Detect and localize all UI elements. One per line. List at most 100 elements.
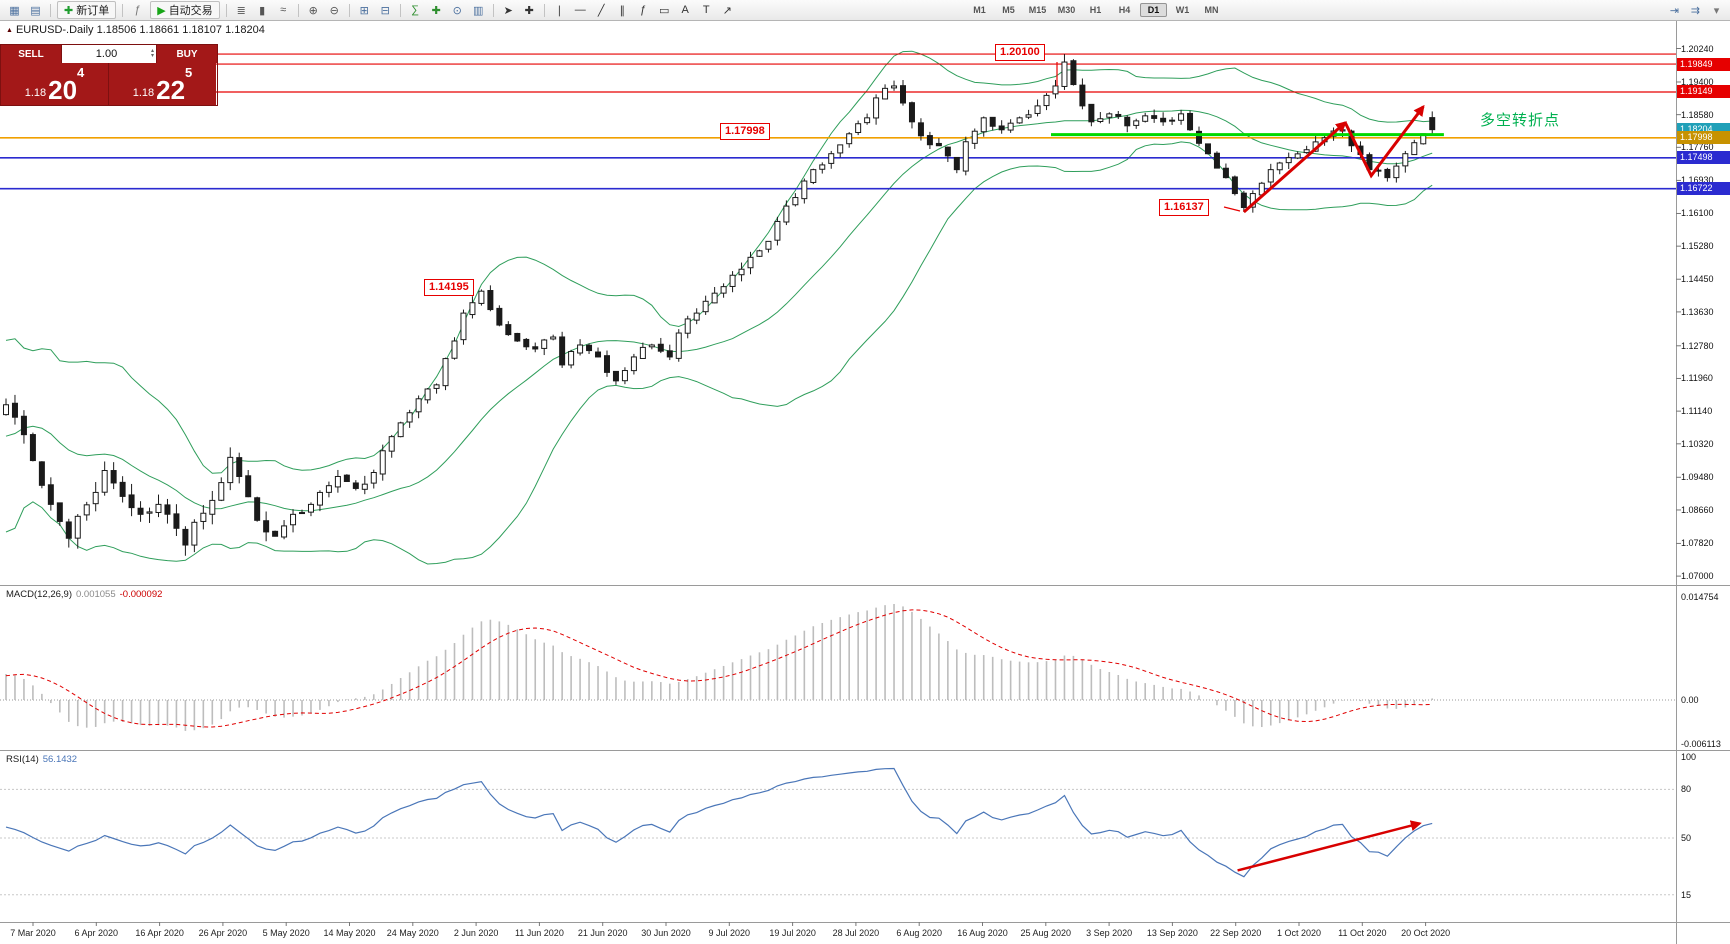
timeframe-m5[interactable]: M5 xyxy=(1002,5,1015,15)
timeframe-d1[interactable]: D1 xyxy=(1140,3,1167,17)
date-label: 14 May 2020 xyxy=(323,928,376,938)
zoom-in-icon[interactable]: ⊕ xyxy=(304,1,323,19)
date-label: 7 Mar 2020 xyxy=(10,928,56,938)
timeframe-w1[interactable]: W1 xyxy=(1175,5,1190,15)
date-label: 1 Oct 2020 xyxy=(1276,928,1322,938)
spinner-down-icon[interactable]: ▾ xyxy=(150,53,154,59)
price-tick: 1.15280 xyxy=(1681,241,1714,252)
chart-profiles-icon[interactable]: ▤ xyxy=(26,1,45,19)
price-axis[interactable] xyxy=(1676,20,1730,586)
macd-axis-label: 0.00 xyxy=(1681,695,1699,705)
date-label: 16 Apr 2020 xyxy=(135,928,184,938)
hline-layer xyxy=(0,53,1676,190)
bar-chart-icon-glyph: ≣ xyxy=(236,4,246,17)
price-tick: 1.20240 xyxy=(1681,43,1714,54)
bar-chart-icon[interactable]: ≣ xyxy=(232,1,251,19)
channel-icon[interactable]: ∥ xyxy=(613,1,632,19)
channel-icon-glyph: ∥ xyxy=(619,4,625,17)
date-label: 24 May 2020 xyxy=(386,928,439,938)
indicators-icon[interactable]: ∑ xyxy=(406,1,425,19)
price-annotation: 1.20100 xyxy=(995,44,1045,61)
sell-price-big: 20 xyxy=(48,75,78,106)
timeframe-mn[interactable]: MN xyxy=(1204,5,1219,15)
horizontal-line-icon[interactable]: ― xyxy=(571,1,590,19)
price-tick: 1.17760 xyxy=(1681,142,1714,153)
price-tick: 1.08660 xyxy=(1681,504,1714,515)
volume-spinner[interactable]: ▴ ▾ xyxy=(150,48,156,59)
rsi-indicator-name: RSI(14) xyxy=(6,754,39,765)
cursor-icon[interactable]: ➤ xyxy=(499,1,518,19)
price-tick: 1.16930 xyxy=(1681,175,1714,186)
crosshair-icon[interactable]: ✚ xyxy=(520,1,539,19)
sell-button[interactable]: SELL xyxy=(1,45,61,63)
macd-indicator-name: MACD(12,26,9) xyxy=(6,589,72,600)
arrange-windows-icon[interactable]: ⊟ xyxy=(376,1,395,19)
trendline-icon[interactable]: ╱ xyxy=(592,1,611,19)
expert-advisors-icon[interactable]: ƒ xyxy=(128,1,147,19)
buy-price-button[interactable]: 1.18 22 5 xyxy=(109,63,216,105)
macd-signal-value: -0.000092 xyxy=(119,589,163,600)
rsi-value: 56.1432 xyxy=(42,754,78,765)
macd-title: MACD(12,26,9) 0.001055 -0.000092 xyxy=(6,589,162,600)
line-chart-icon[interactable]: ≈ xyxy=(274,1,293,19)
arrows-tool-icon[interactable]: ↗ xyxy=(718,1,737,19)
chart-profiles-icon-glyph: ▤ xyxy=(30,4,41,17)
label-icon[interactable]: T xyxy=(697,1,716,19)
new-order-button[interactable]: ✚ 新订单 xyxy=(57,1,117,19)
candlestick-chart-icon[interactable]: ▮ xyxy=(253,1,272,19)
timeframe-m1[interactable]: M1 xyxy=(973,5,986,15)
new-chart-icon[interactable]: ▦ xyxy=(5,1,24,19)
toolbar-separator xyxy=(492,3,494,17)
date-label: 6 Apr 2020 xyxy=(74,928,119,938)
price-tick: 1.16100 xyxy=(1681,208,1714,219)
timeframe-h1[interactable]: H1 xyxy=(1089,5,1102,15)
tile-windows-icon[interactable]: ⊞ xyxy=(355,1,374,19)
timeframe-m30[interactable]: M30 xyxy=(1057,5,1076,15)
rsi-axis-label: 80 xyxy=(1681,784,1692,794)
date-label: 16 Aug 2020 xyxy=(957,928,1008,938)
fibonacci-icon[interactable]: ƒ xyxy=(634,1,653,19)
zoom-out-icon[interactable]: ⊖ xyxy=(325,1,344,19)
auto-scroll-icon[interactable]: ⇉ xyxy=(1690,4,1701,17)
toolbar-separator xyxy=(225,3,227,17)
candles-layer xyxy=(3,54,1436,556)
date-label: 19 Jul 2020 xyxy=(769,928,816,938)
text-icon[interactable]: A xyxy=(676,1,695,19)
date-label: 30 Jun 2020 xyxy=(641,928,691,938)
toolbar-separator xyxy=(122,3,124,17)
arrows-tool-icon-glyph: ↗ xyxy=(722,4,732,17)
autotrade-button-label: 自动交易 xyxy=(168,5,213,17)
timeframe-h4[interactable]: H4 xyxy=(1118,5,1131,15)
date-label: 13 Sep 2020 xyxy=(1146,928,1198,938)
timeframe-toolbar: M1 M5 M15 M30 H1 H4 D1 W1 MN xyxy=(965,1,1226,19)
rsi-axis-label: 100 xyxy=(1681,752,1697,762)
buy-button[interactable]: BUY xyxy=(157,45,217,63)
price-marker-1.16722: 1.16722 xyxy=(1677,182,1730,196)
periods-icon[interactable]: ⊙ xyxy=(448,1,467,19)
autotrade-button[interactable]: ▶ 自动交易 xyxy=(150,1,220,19)
line-chart-icon-glyph: ≈ xyxy=(280,4,287,16)
axis-lines-layer xyxy=(0,20,1730,944)
collapse-icon[interactable]: ▲ xyxy=(6,27,13,34)
sell-price-button[interactable]: 1.18 20 4 xyxy=(1,63,109,105)
price-tick: 1.09480 xyxy=(1681,472,1714,483)
price-tick: 1.07000 xyxy=(1681,571,1714,582)
chart-shift-icon[interactable]: ⇥ xyxy=(1669,4,1680,17)
add-indicator-icon[interactable]: ✚ xyxy=(427,1,446,19)
volume-input[interactable]: 1.00 ▴ ▾ xyxy=(61,45,157,63)
vertical-line-icon[interactable]: ∣ xyxy=(550,1,569,19)
date-label: 3 Sep 2020 xyxy=(1086,928,1133,938)
sell-price-base: 1.18 xyxy=(24,87,47,99)
toolbar-separator xyxy=(297,3,299,17)
symbol-ohlc-line: ▲ EURUSD-.Daily 1.18506 1.18661 1.18107 1… xyxy=(6,24,265,36)
macd-main-value: 0.001055 xyxy=(76,589,116,600)
spinner-up-icon[interactable]: ▴ xyxy=(150,48,154,54)
timeframe-m15[interactable]: M15 xyxy=(1028,5,1047,15)
symbol-ohlc-text: EURUSD-.Daily 1.18506 1.18661 1.18107 1.… xyxy=(15,24,265,36)
templates-icon[interactable]: ▥ xyxy=(469,1,488,19)
toolbar-separator xyxy=(50,3,51,17)
shapes-icon[interactable]: ▭ xyxy=(655,1,674,19)
rsi-axis-label: 50 xyxy=(1681,833,1692,843)
toolbar-overflow-icon[interactable]: ▾ xyxy=(1713,4,1720,17)
